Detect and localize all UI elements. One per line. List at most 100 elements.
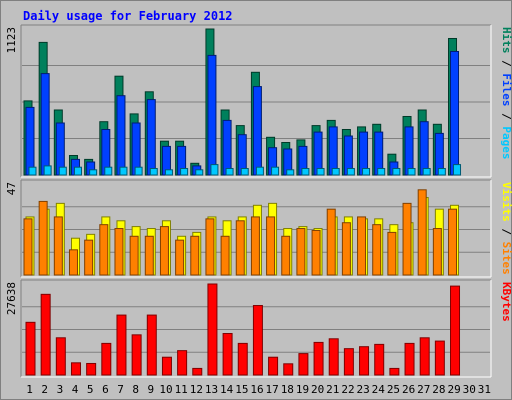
pages-bar	[362, 167, 371, 176]
pages-bar	[422, 167, 431, 176]
x-tick-label: 31	[478, 383, 491, 396]
sites-bar	[159, 226, 169, 276]
files-bar	[40, 73, 50, 176]
x-tick-label: 24	[372, 383, 386, 396]
x-tick-label: 4	[72, 383, 79, 396]
pages-bar	[89, 169, 98, 176]
kbytes-bar	[252, 305, 263, 376]
sites-bar	[129, 235, 139, 276]
pages-bar	[346, 167, 355, 176]
sites-bar	[38, 200, 48, 276]
kbytes-bar	[192, 367, 203, 376]
x-tick-label: 2	[41, 383, 48, 396]
pages-bar	[437, 167, 446, 176]
pages-bar	[195, 169, 204, 176]
x-tick-label: 5	[87, 383, 94, 396]
x-tick-label: 20	[311, 383, 324, 396]
files-bar	[25, 106, 35, 176]
x-tick-label: 10	[159, 383, 172, 396]
kbytes-bar	[328, 338, 339, 376]
kbytes-bar	[359, 346, 370, 376]
sites-bar	[99, 224, 109, 276]
pages-bar	[240, 167, 249, 176]
pages-bar	[255, 166, 264, 176]
legend-entry: /	[500, 60, 512, 67]
sites-bar	[372, 224, 382, 276]
kbytes-bar	[131, 334, 142, 376]
kbytes-panel-legend: KBytes	[500, 282, 512, 322]
pages-bar	[316, 167, 325, 176]
kbytes-bar	[70, 362, 81, 376]
legend-entry: Sites	[500, 242, 512, 275]
pages-bar	[58, 166, 67, 176]
pages-bar	[453, 164, 462, 176]
x-tick-label: 14	[220, 383, 234, 396]
files-bar	[328, 126, 338, 176]
pages-bar	[225, 167, 234, 176]
sites-bar	[402, 202, 412, 276]
sites-bar	[326, 208, 336, 276]
kbytes-bar	[146, 314, 157, 376]
kbytes-bar	[207, 283, 218, 376]
pages-bar	[392, 167, 401, 176]
legend-entry: Pages	[500, 126, 512, 159]
kbytes-bar	[55, 337, 66, 376]
sites-bar	[205, 218, 215, 276]
kbytes-bar	[116, 314, 127, 376]
pages-bar	[180, 167, 189, 176]
kbytes-bar	[450, 285, 461, 376]
legend-entry: Files	[500, 73, 512, 106]
kbytes-bar	[434, 340, 445, 376]
legend-entry: /	[500, 113, 512, 120]
x-tick-label: 22	[341, 383, 354, 396]
kbytes-bar	[343, 348, 354, 376]
kbytes-bar	[419, 337, 430, 376]
files-bar	[419, 121, 429, 176]
sites-bar	[190, 235, 200, 276]
pages-bar	[407, 167, 416, 176]
kbytes-bar	[25, 321, 36, 376]
sites-bar	[250, 216, 260, 276]
kbytes-bar	[101, 342, 112, 376]
sites-bar	[84, 239, 94, 276]
x-tick-label: 18	[281, 383, 294, 396]
pages-bar	[210, 164, 219, 176]
kbytes-bar	[237, 342, 248, 376]
kbytes-bar	[389, 367, 400, 376]
pages-bar	[271, 166, 280, 176]
kbytes-bar	[404, 342, 415, 376]
sites-bar	[53, 216, 63, 276]
hits-panel-ymax-label: 1123	[5, 27, 18, 54]
x-tick-label: 30	[463, 383, 476, 396]
x-tick-label: 12	[190, 383, 203, 396]
x-tick-label: 11	[175, 383, 188, 396]
kbytes-bar	[283, 363, 294, 376]
sites-bar	[357, 216, 367, 276]
x-tick-label: 21	[326, 383, 339, 396]
pages-bar	[73, 166, 82, 176]
files-bar	[252, 86, 262, 176]
sites-bar	[311, 229, 321, 276]
files-bar	[404, 126, 414, 176]
pages-bar	[119, 166, 128, 176]
x-tick-label: 15	[235, 383, 248, 396]
visits-panel-ymax-label: 47	[5, 182, 18, 195]
x-tick-label: 6	[102, 383, 109, 396]
files-bar	[146, 99, 156, 176]
pages-bar	[331, 167, 340, 176]
kbytes-bar	[298, 353, 309, 376]
pages-bar	[286, 169, 295, 176]
x-tick-label: 1	[26, 383, 33, 396]
kbytes-bar	[86, 362, 97, 376]
pages-bar	[43, 165, 52, 176]
sites-bar	[23, 218, 33, 276]
kbytes-bar	[268, 356, 279, 376]
pages-bar	[104, 166, 113, 176]
kbytes-bar	[374, 343, 385, 376]
x-tick-label: 25	[387, 383, 400, 396]
x-tick-label: 7	[117, 383, 124, 396]
x-tick-label: 23	[357, 383, 370, 396]
pages-bar	[164, 169, 173, 176]
sites-bar	[448, 208, 458, 276]
pages-bar	[149, 167, 158, 176]
